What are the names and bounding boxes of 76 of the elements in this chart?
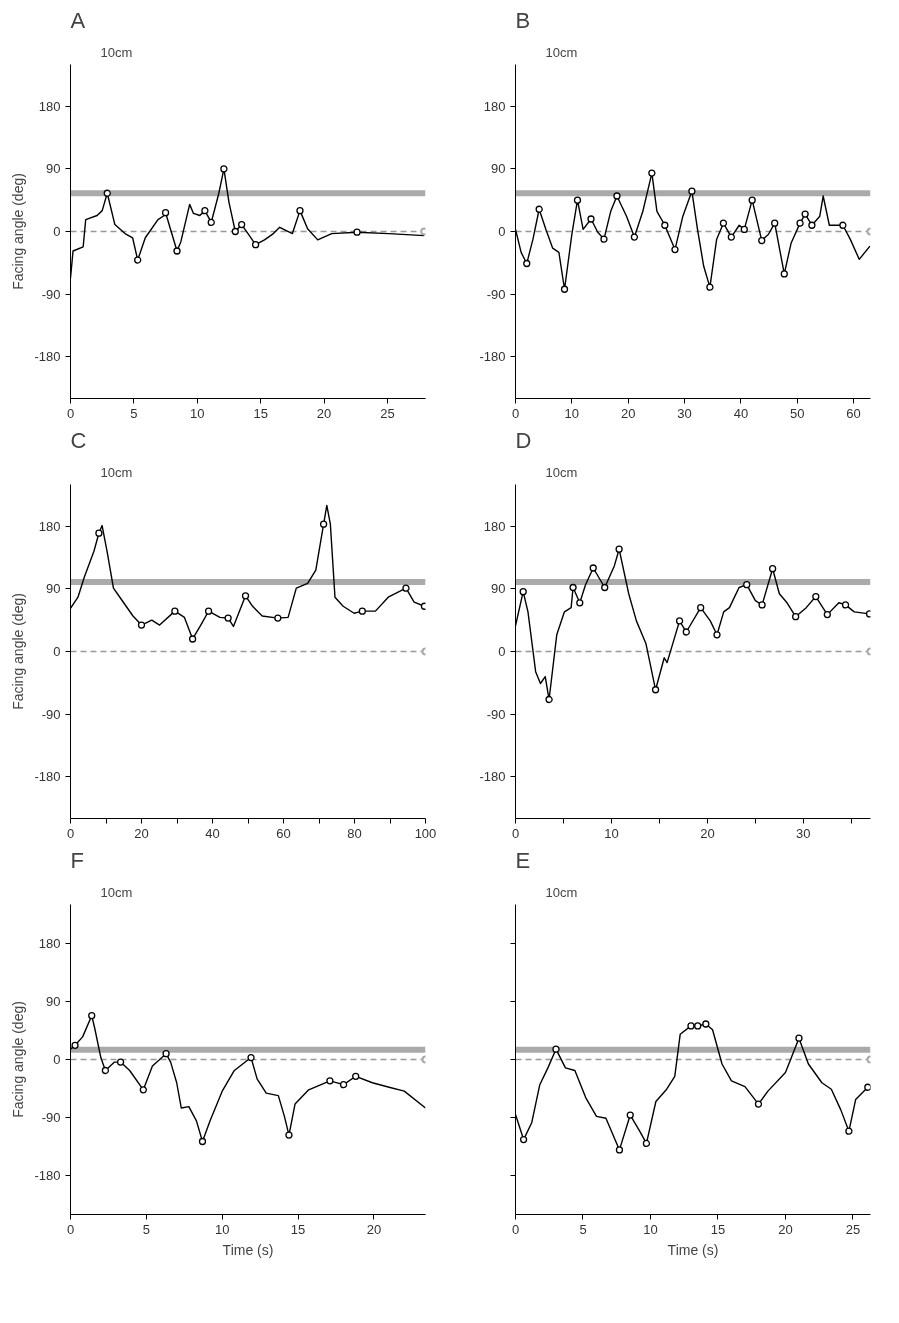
y-tick-label: -90 (41, 706, 61, 722)
x-tick-label: 5 (130, 405, 138, 421)
x-tick-label: 10 (190, 405, 205, 421)
y-tick-label: -90 (41, 1110, 61, 1126)
y-tick-label: -180 (34, 349, 61, 365)
x-tick-label: 60 (276, 825, 291, 841)
y-tick-label: -180 (479, 769, 506, 785)
y-tick-label: 180 (38, 935, 61, 951)
text: 10cm (100, 44, 133, 60)
x-tick-label: 80 (347, 825, 362, 841)
x-tick-label: 20 (778, 1221, 793, 1237)
x-tick-label: 30 (677, 405, 692, 421)
chart-title: D (515, 427, 532, 453)
x-tick-label: 0 (66, 405, 75, 421)
x-tick-label: 10 (214, 1221, 230, 1237)
y-tick-label: -180 (34, 769, 61, 785)
y-axis-title: Facing angle (deg) (10, 593, 27, 710)
chart-title: C (70, 427, 87, 453)
y-tick-label: 0 (53, 224, 61, 239)
x-tick-label: 40 (733, 405, 749, 421)
text: 10cm (545, 44, 578, 60)
y-axis-title: Facing angle (deg) (10, 173, 27, 290)
y-tick-label: 180 (38, 518, 61, 534)
text: 10cm (100, 464, 133, 480)
x-tick-label: 5 (579, 1221, 587, 1237)
x-tick-label: 10 (564, 405, 580, 421)
y-tick-label: 0 (498, 224, 506, 239)
y-tick-label: 0 (53, 644, 61, 659)
x-tick-label: 20 (316, 405, 332, 421)
x-tick-label: 40 (205, 825, 220, 841)
x-tick-label: 20 (620, 405, 636, 421)
y-tick-label: 90 (46, 581, 61, 597)
y-axis-title: Facing angle (deg) (10, 1001, 27, 1118)
x-tick-label: 20 (134, 825, 149, 841)
y-tick-label: -90 (486, 286, 506, 302)
x-tick-label: 100 (414, 825, 437, 841)
x-tick-label: 25 (845, 1221, 861, 1237)
y-tick-label: 90 (46, 161, 61, 177)
x-tick-label: 15 (290, 1221, 306, 1237)
x-tick-label: 0 (511, 825, 520, 841)
text: 10cm (100, 884, 133, 900)
y-tick-label: 90 (46, 993, 61, 1009)
x-tick-label: 10 (604, 825, 619, 841)
x-tick-label: 0 (66, 825, 75, 841)
x-axis-title: Time (s) (222, 1241, 274, 1258)
x-tick-label: 20 (700, 825, 715, 841)
text: 10cm (545, 884, 578, 900)
x-tick-label: 20 (366, 1221, 382, 1237)
y-tick-label: 90 (491, 581, 506, 597)
x-tick-label: 10 (643, 1221, 658, 1237)
chart-title: F (70, 847, 84, 873)
y-tick-label: -180 (479, 349, 506, 365)
text: 10cm (545, 464, 578, 480)
y-tick-label: -90 (41, 286, 61, 302)
y-tick-label: -90 (486, 706, 506, 722)
x-tick-label: 15 (710, 1221, 726, 1237)
chart-title: B (515, 7, 531, 33)
x-tick-label: 5 (142, 1221, 150, 1237)
chart-title: E (515, 847, 531, 873)
x-axis-title: Time (s) (667, 1241, 719, 1258)
x-tick-label: 0 (511, 1221, 520, 1237)
chart-title: A (70, 7, 86, 33)
y-tick-label: -180 (34, 1168, 61, 1184)
y-tick-label: 180 (38, 98, 61, 114)
x-tick-label: 50 (790, 405, 805, 421)
x-tick-label: 0 (66, 1221, 75, 1237)
y-tick-label: 0 (53, 1052, 61, 1067)
y-tick-label: 0 (498, 644, 506, 659)
y-tick-label: 180 (483, 98, 506, 114)
x-tick-label: 30 (796, 825, 811, 841)
x-tick-label: 15 (253, 405, 268, 421)
y-tick-label: 180 (483, 518, 506, 534)
x-tick-label: 60 (846, 405, 861, 421)
x-tick-label: 25 (380, 405, 395, 421)
x-tick-label: 0 (511, 405, 520, 421)
y-tick-label: 90 (491, 161, 506, 177)
